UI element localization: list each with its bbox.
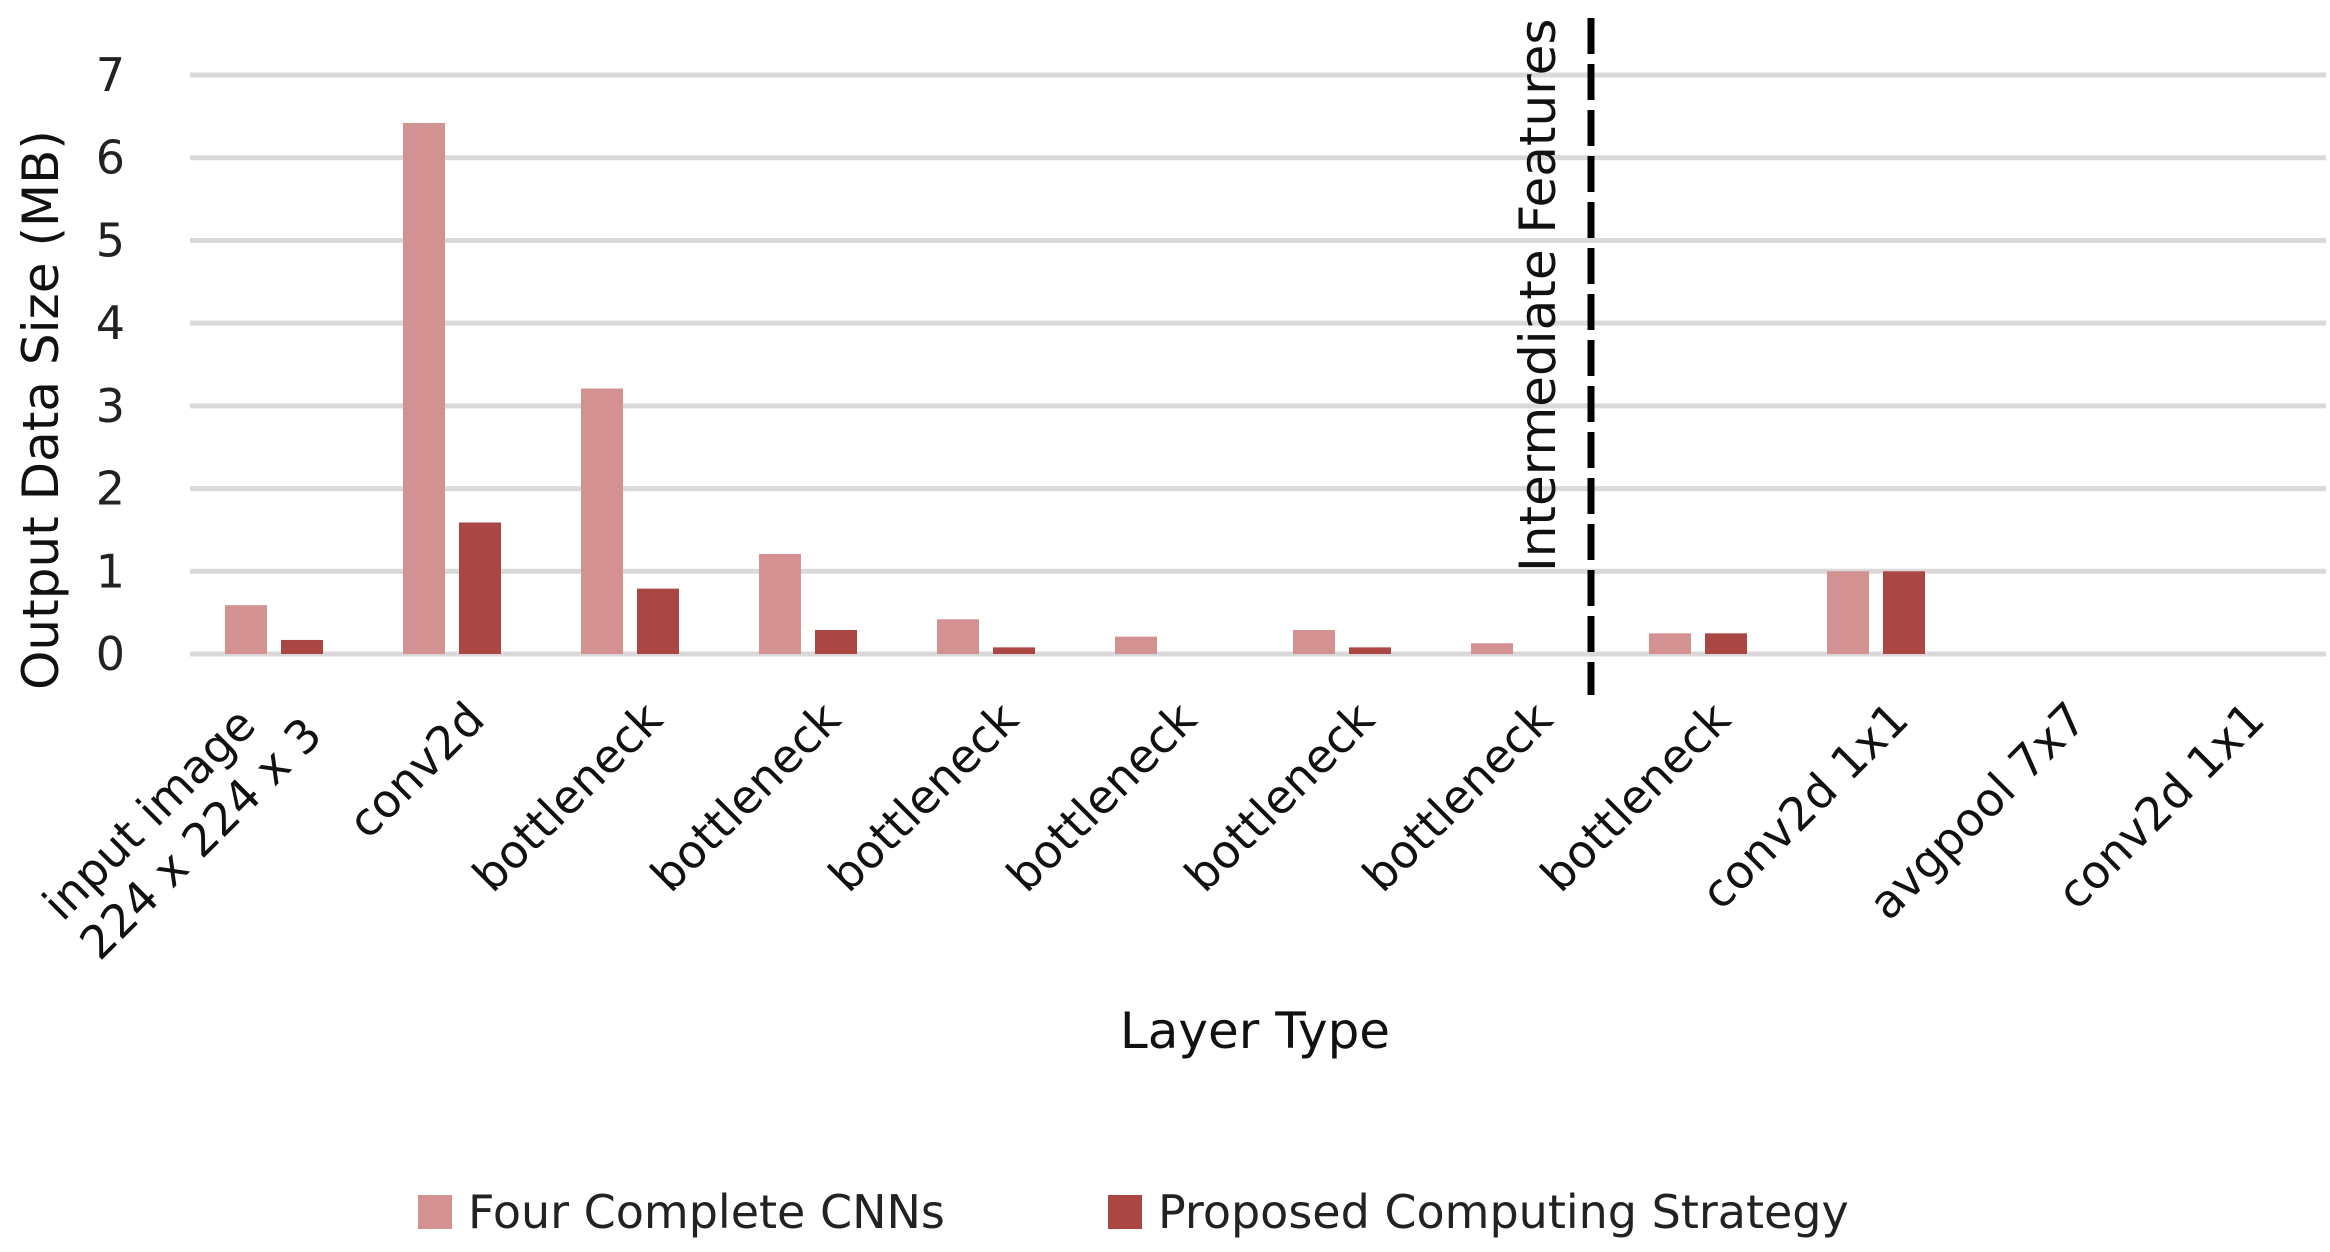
intermediate-features-label: Intermediate Features (1509, 19, 1567, 572)
y-tick-label: 4 (96, 296, 125, 350)
bar-proposed-computing-strategy (993, 647, 1035, 654)
x-tick-label: bottleneck (640, 691, 851, 902)
y-tick-label: 1 (96, 544, 125, 598)
x-tick-label: bottleneck (1174, 691, 1385, 902)
bar-four-complete-cnns (1115, 636, 1157, 654)
bar-proposed-computing-strategy (637, 588, 679, 654)
bar-proposed-computing-strategy (1349, 647, 1391, 654)
bar-proposed-computing-strategy (815, 630, 857, 654)
x-tick-label: conv2d (338, 691, 495, 848)
bar-four-complete-cnns (403, 122, 445, 654)
bar-four-complete-cnns (581, 388, 623, 654)
y-tick-label: 0 (96, 627, 125, 681)
legend: Four Complete CNNs Proposed Computing St… (418, 1185, 1849, 1239)
y-tick-label: 2 (96, 462, 125, 516)
bar-four-complete-cnns (1293, 630, 1335, 654)
y-tick-label: 7 (96, 48, 125, 102)
bar-proposed-computing-strategy (459, 522, 501, 654)
legend-label-four-complete-cnns: Four Complete CNNs (468, 1185, 945, 1239)
y-tick-label: 5 (96, 213, 125, 267)
x-axis-title: Layer Type (1120, 1002, 1390, 1060)
legend-label-proposed-computing-strategy: Proposed Computing Strategy (1158, 1185, 1849, 1239)
x-tick-label: bottleneck (818, 691, 1029, 902)
bar-proposed-computing-strategy (1705, 633, 1747, 654)
y-tick-label: 3 (96, 379, 125, 433)
bar-four-complete-cnns (1649, 633, 1691, 654)
y-tick-label: 6 (96, 131, 125, 185)
bar-four-complete-cnns (1471, 643, 1513, 654)
bar-four-complete-cnns (225, 605, 267, 654)
x-tick-label: input image224 x 224 x 3 (31, 669, 332, 970)
y-axis-title: Output Data Size (MB) (12, 130, 70, 690)
bar-four-complete-cnns (1827, 571, 1869, 654)
bar-four-complete-cnns (759, 553, 801, 654)
legend-swatch-four-complete-cnns (418, 1195, 452, 1229)
bar-proposed-computing-strategy (281, 639, 323, 654)
x-tick-label: bottleneck (462, 691, 673, 902)
legend-swatch-proposed-computing-strategy (1108, 1195, 1142, 1229)
x-tick-label: bottleneck (1352, 691, 1563, 902)
x-tick-label: bottleneck (996, 691, 1207, 902)
bar-proposed-computing-strategy (1883, 571, 1925, 654)
bar-four-complete-cnns (937, 619, 979, 654)
